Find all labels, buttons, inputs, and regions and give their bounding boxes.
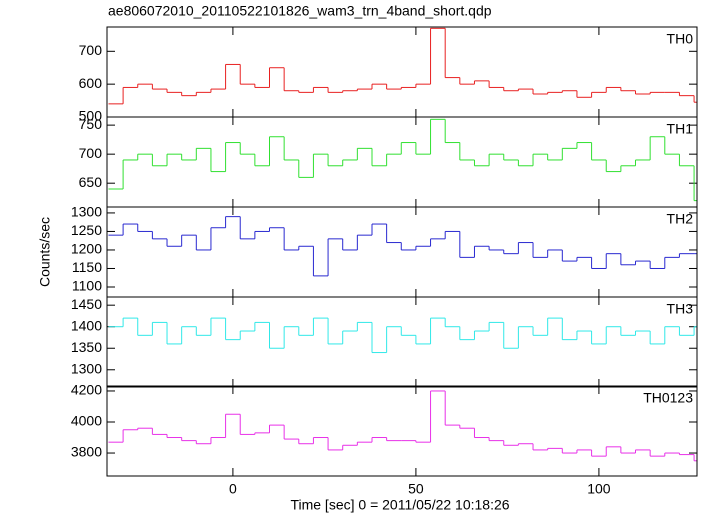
y-tick-label: 1400 [71, 317, 102, 333]
y-tick-label: 1200 [71, 241, 102, 257]
panel-frame [106, 26, 698, 118]
panel-frame [106, 206, 698, 298]
panel-frame [106, 116, 698, 208]
y-tick-label: 1150 [72, 259, 102, 275]
series-label: TH0123 [643, 390, 693, 406]
series [108, 317, 697, 354]
y-tick-label: 4200 [71, 382, 102, 398]
x-axis-label: Time [sec] 0 = 2011/05/22 10:18:26 [290, 497, 509, 513]
y-tick-label: 1450 [71, 296, 102, 312]
y-tick-label: 700 [79, 42, 103, 58]
series [108, 118, 697, 202]
chart-title: ae806072010_20110522101826_wam3_trn_4ban… [108, 3, 492, 19]
y-tick-label: 750 [79, 116, 103, 132]
panel-frame [106, 296, 698, 388]
y-tick-label: 1300 [71, 360, 102, 376]
y-tick-label: 1100 [72, 278, 102, 294]
panel-frame [106, 385, 698, 477]
y-tick-label: 1300 [71, 204, 102, 220]
x-tick-label: 50 [408, 481, 424, 497]
series-label: TH0 [667, 31, 694, 47]
x-tick-label: 100 [587, 481, 611, 497]
y-axis-label: Counts/sec [37, 217, 53, 287]
y-tick-label: 3800 [71, 444, 102, 460]
series [108, 390, 697, 462]
y-tick-label: 4000 [71, 413, 102, 429]
y-tick-label: 700 [79, 145, 103, 161]
y-tick-label: 1350 [71, 339, 102, 355]
y-tick-label: 1250 [71, 222, 102, 238]
series-label: TH3 [667, 301, 694, 317]
series-label: TH1 [667, 121, 694, 137]
y-tick-label: 600 [79, 75, 103, 91]
series-label: TH2 [667, 211, 694, 227]
y-tick-label: 500 [79, 108, 103, 124]
x-tick-label: 0 [229, 481, 237, 497]
series [108, 216, 697, 277]
series [108, 27, 697, 105]
y-tick-label: 650 [79, 174, 103, 190]
